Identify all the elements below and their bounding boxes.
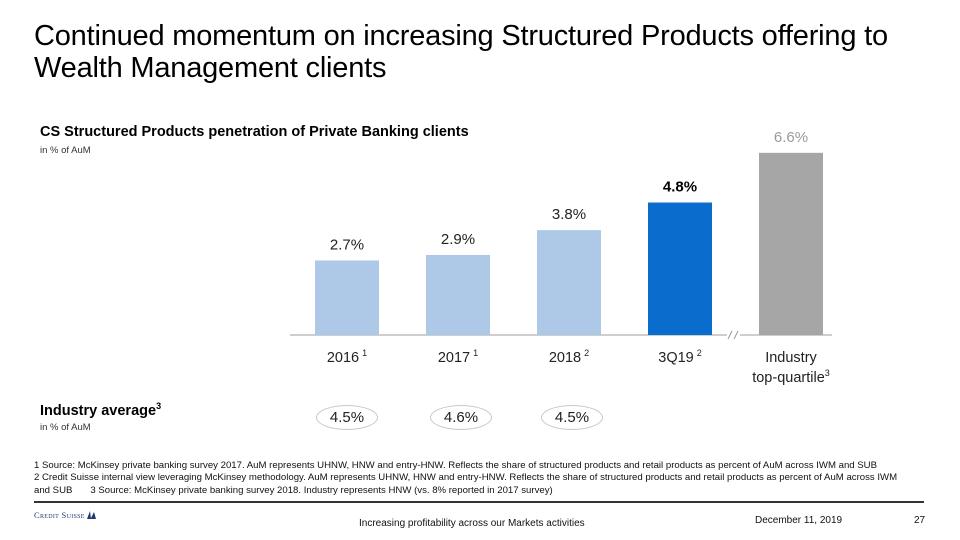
industry-average-2018: 4.5% xyxy=(541,405,603,430)
bar-2 xyxy=(537,230,601,335)
chart-subtitle: in % of AuM xyxy=(40,145,91,156)
credit-suisse-logo: Credit Suisse xyxy=(34,510,97,520)
footer-presentation-title: Increasing profitability across our Mark… xyxy=(359,518,585,529)
x-tick-label-line2: top-quartile3 xyxy=(752,368,830,386)
industry-average-title-text: Industry average xyxy=(40,402,157,419)
bar-value-label: 4.8% xyxy=(663,179,697,196)
bar-3 xyxy=(648,202,712,335)
bar-value-label: 6.6% xyxy=(774,129,808,146)
industry-average-subtitle: in % of AuM xyxy=(40,422,91,433)
axis-break-mark xyxy=(727,330,733,340)
x-tick-label: 2016 1 xyxy=(327,348,367,366)
footnote-3: 3 Source: McKinsey private banking surve… xyxy=(90,484,553,496)
sails-icon xyxy=(86,511,96,519)
footnote-2: 2 Credit Suisse internal view leveraging… xyxy=(34,472,898,484)
x-tick-label: 2017 1 xyxy=(438,348,478,366)
industry-average-title: Industry average3 xyxy=(40,401,161,419)
industry-average-2017: 4.6% xyxy=(430,405,492,430)
industry-average-2016: 4.5% xyxy=(316,405,378,430)
bar-value-label: 2.7% xyxy=(330,236,364,253)
bar-1 xyxy=(426,254,490,335)
footnotes: 1 Source: McKinsey private banking surve… xyxy=(34,460,924,497)
footnote-2-continued: and SUB xyxy=(34,484,73,496)
chart-title: CS Structured Products penetration of Pr… xyxy=(40,124,469,140)
axis-break-mark xyxy=(733,330,739,340)
slide-title: Continued momentum on increasing Structu… xyxy=(34,20,888,84)
bar-value-label: 2.9% xyxy=(441,231,475,248)
footnote-1: 1 Source: McKinsey private banking surve… xyxy=(34,460,878,471)
footnote-2-3: and SUB 3 Source: McKinsey private bankin… xyxy=(34,485,924,497)
footer-divider xyxy=(34,501,924,503)
x-tick-label: Industry xyxy=(765,350,817,366)
bar-0 xyxy=(315,260,379,335)
bar-chart: 2.7% 2016 1 2.9% 2017 1 3.8% 2018 2 4.8% 3Q19 2 6.6%… xyxy=(290,129,832,386)
bar-value-label: 3.8% xyxy=(552,206,586,223)
x-tick-label: 3Q19 2 xyxy=(658,348,702,366)
page-number: 27 xyxy=(914,515,926,526)
bar-4 xyxy=(759,152,823,335)
x-tick-label: 2018 2 xyxy=(549,348,589,366)
logo-text: Credit Suisse xyxy=(34,510,85,520)
footer-date: December 11, 2019 xyxy=(755,515,843,526)
industry-average-footnote: 3 xyxy=(156,401,162,411)
